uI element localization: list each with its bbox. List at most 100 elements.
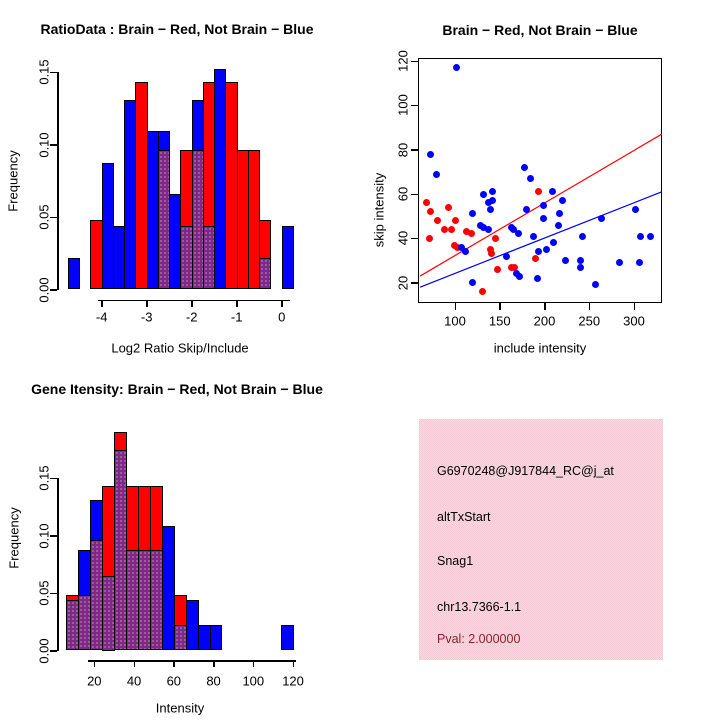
ratio-hist-bar [67, 257, 81, 290]
scatter-x-tick [499, 303, 501, 310]
scatter-point-blue [558, 197, 566, 205]
gene-hist-x-axis [88, 660, 296, 662]
ratio-hist-bar-top [259, 219, 272, 259]
scatter-point-red [479, 288, 487, 296]
scatter-title: Brain − Red, Not Brain − Blue [442, 22, 638, 38]
scatter-point-blue [542, 245, 550, 253]
scatter-point-blue [484, 199, 492, 207]
scatter-point-blue [462, 248, 470, 256]
scatter-point-blue [487, 206, 495, 214]
scatter-y-tick [411, 237, 418, 240]
scatter-point-blue [556, 210, 564, 218]
scatter-point-blue [632, 206, 640, 214]
scatter-point-blue [453, 64, 461, 72]
scatter-point-blue [480, 223, 488, 231]
ratio-hist-x-tick-label: -1 [230, 309, 243, 325]
ratio-hist-x-tick [146, 299, 148, 307]
chromosome-text: chr13.7366-1.1 [437, 600, 522, 614]
ratio-hist-y-axis [57, 72, 59, 290]
scatter-point-blue [598, 214, 606, 222]
scatter-point-red [534, 188, 542, 196]
scatter-point-red [488, 250, 496, 258]
gene-hist-ylabel: Frequency [6, 507, 22, 569]
ratio-hist-y-tick [50, 216, 57, 218]
scatter-point-blue [457, 243, 465, 251]
scatter-point-blue [540, 201, 548, 209]
gene-hist-y-tick-label: 0.15 [36, 465, 52, 491]
scatter-y-tick [411, 60, 418, 62]
scatter-point-red [511, 263, 519, 271]
scatter-point-blue [636, 232, 644, 240]
gene-hist-bar-top [114, 432, 128, 452]
ratio-hist-bar-overlap [259, 257, 272, 290]
gene-hist-y-tick-label: 0.05 [36, 580, 52, 606]
scatter-point-blue [515, 230, 523, 238]
scatter-point-blue [523, 206, 531, 214]
scatter-point-blue [530, 232, 538, 240]
not-brain-fit-line [419, 191, 662, 288]
gene-hist-bar-top [149, 486, 163, 552]
ratio-hist-x-tick [191, 299, 193, 307]
scatter-point-red [467, 230, 475, 238]
scatter-x-tick-label: 150 [488, 313, 511, 329]
gene-hist-y-tick-label: 0.00 [36, 637, 52, 664]
scatter-point-blue [576, 263, 584, 271]
scatter-point-red [532, 254, 540, 262]
scatter-point-blue [489, 188, 497, 196]
ratio-hist-x-tick-label: -2 [185, 309, 198, 325]
gene-hist-y-axis [57, 478, 59, 651]
gene-hist-bar [209, 625, 223, 651]
scatter-point-blue [635, 259, 643, 267]
gene-hist-xlabel: Intensity [155, 700, 205, 716]
ratio-hist-xlabel: Log2 Ratio Skip/Include [111, 340, 249, 356]
scatter-point-red [447, 225, 455, 233]
probe-id-text: G6970248@J917844_RC@j_at [437, 464, 614, 478]
ratio-hist-x-tick-label: -4 [95, 309, 108, 325]
gene-hist-x-tick-label: 120 [282, 673, 304, 689]
gene-hist-bar-overlap [149, 550, 163, 651]
scatter-point-blue [468, 210, 476, 218]
scatter-point-blue [576, 257, 584, 265]
gene-hist-bar [281, 625, 295, 651]
scatter-point-blue [515, 272, 523, 280]
ratio-hist-y-tick [50, 144, 57, 146]
gene-hist-x-tick [93, 660, 96, 667]
ratio-hist-y-tick [50, 71, 57, 73]
ratio-hist-bar-overlap [191, 150, 204, 290]
ratio-hist-x-tick [281, 299, 283, 307]
gene-hist-bar-overlap [138, 550, 151, 651]
scatter-ylabel: skip intensity [371, 172, 387, 248]
ratio-hist-y-tick-label: 0.15 [36, 59, 52, 85]
scatter-point-blue [432, 170, 440, 178]
gene-hist-x-tick [133, 660, 136, 667]
scatter-y-tick [411, 104, 418, 107]
scatter-point-blue [616, 259, 624, 267]
gene-hist-x-tick-label: 60 [166, 673, 182, 689]
scatter-point-blue [592, 281, 599, 289]
scatter-point-red [427, 208, 435, 216]
scatter-y-tick [411, 193, 418, 196]
scatter-point-blue [484, 225, 492, 233]
scatter-y-tick-label: 80 [395, 142, 411, 157]
gene-hist-x-tick [252, 660, 255, 667]
ratio-hist-bar [281, 225, 294, 290]
scatter-point-blue [549, 188, 557, 196]
scatter-point-blue [561, 257, 569, 265]
scatter-x-tick [544, 303, 546, 310]
ratio-hist-x-tick-label: 0 [278, 309, 286, 325]
scatter-x-tick [588, 303, 591, 310]
scatter-point-red [463, 228, 471, 236]
scatter-point-blue [489, 197, 497, 205]
gene-hist-bar-overlap [126, 550, 140, 651]
pval-text: Pval: 2.000000 [437, 632, 521, 646]
gene-hist-x-tick-label: 40 [126, 673, 142, 689]
gene-hist-x-tick [173, 660, 175, 667]
ratio-hist-y-tick-label: 0.05 [36, 204, 52, 230]
gene-hist-title: Gene Itensity: Brain − Red, Not Brain − … [31, 381, 323, 397]
scatter-y-tick-label: 100 [395, 94, 411, 117]
scatter-point-red [507, 263, 515, 271]
gene-hist-y-tick [50, 650, 57, 652]
scatter-x-tick [454, 303, 456, 310]
scatter-point-red [454, 243, 462, 251]
scatter-point-red [452, 217, 460, 225]
